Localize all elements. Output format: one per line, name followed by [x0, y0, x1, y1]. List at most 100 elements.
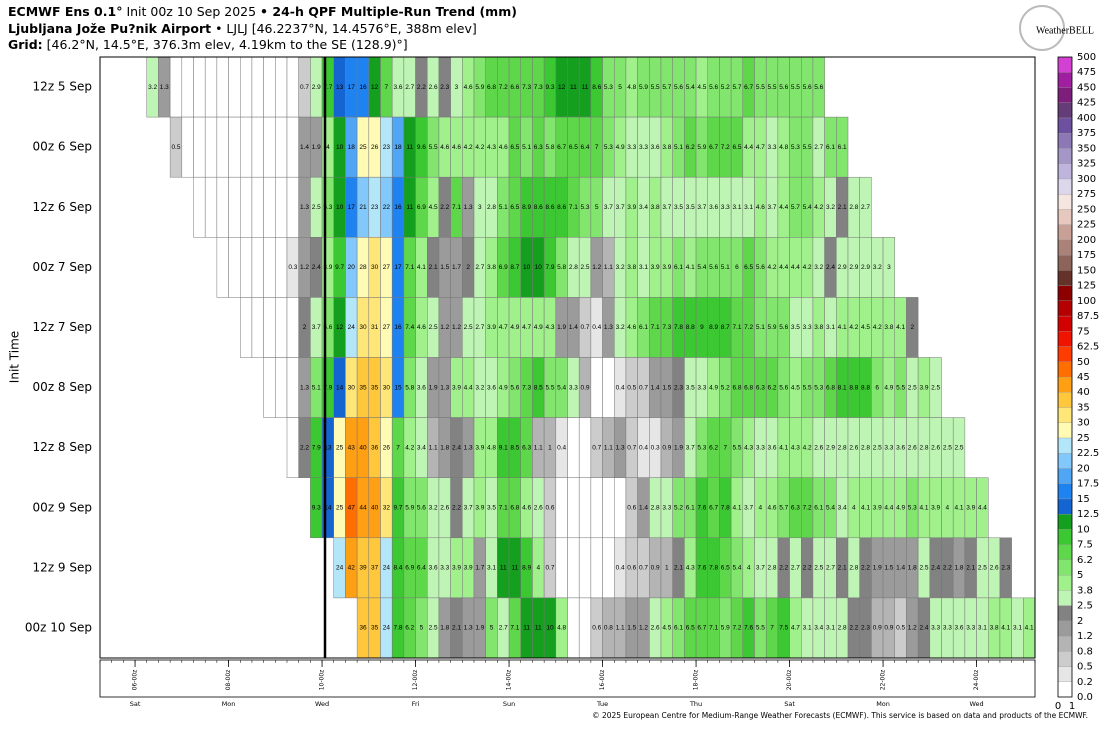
- cell-label: 7: [396, 444, 400, 451]
- cell-label: 3.5: [487, 504, 496, 511]
- cell-label: 4.7: [522, 324, 531, 331]
- cell-label: 4.4: [978, 504, 987, 511]
- cell-label: 11: [406, 144, 413, 151]
- cell-label: 3.5: [791, 324, 800, 331]
- colorbar-label: 35: [1077, 402, 1090, 413]
- cell-label: 10: [336, 204, 344, 211]
- cell: [181, 116, 194, 178]
- cell-label: 4.5: [429, 204, 438, 211]
- colorbar-label: 40: [1077, 387, 1090, 398]
- cell-label: 5.3: [791, 144, 800, 151]
- cell-label: 21: [359, 204, 367, 211]
- cell-label: 6.1: [639, 324, 648, 331]
- cell-label: 4.7: [756, 144, 765, 151]
- colorbar-label: 87.5: [1077, 311, 1099, 322]
- colorbar-label: 475: [1077, 67, 1096, 78]
- cell: [286, 116, 299, 178]
- cell-label: 2: [466, 264, 470, 271]
- cell-label: 5.9: [768, 324, 777, 331]
- cell-label: 2.7: [814, 144, 823, 151]
- cell-label: 3.6: [394, 84, 403, 91]
- colorbar-label: 325: [1077, 159, 1096, 170]
- cell: [578, 597, 592, 659]
- cell-label: 23: [383, 144, 391, 151]
- colorbar-segment: [1057, 681, 1073, 698]
- row-label: 12z 8 Sep: [33, 440, 92, 454]
- cell-label: 3.3: [662, 504, 671, 511]
- cell: [567, 597, 580, 659]
- cell-label: 4.1: [896, 324, 905, 331]
- cell-label: 7.3: [662, 324, 671, 331]
- cell: [251, 176, 264, 238]
- cell-label: 8.7: [510, 264, 519, 271]
- cell-label: 8.9: [709, 324, 718, 331]
- colorbar-segment: [1057, 133, 1073, 149]
- cell-label: 10: [546, 625, 554, 632]
- colorbar-segment: [1057, 559, 1073, 576]
- cell-label: 0.9: [651, 565, 660, 572]
- cell-label: 5.5: [803, 144, 812, 151]
- cell-label: 3.6: [651, 144, 660, 151]
- cell-label: 3.1: [732, 204, 741, 211]
- cell-label: 3.1: [487, 565, 496, 572]
- cell-label: 30: [371, 264, 379, 271]
- cell-label: 3.2: [429, 504, 438, 511]
- colorbar-segment: [1057, 605, 1073, 621]
- cell-label: 6.8: [732, 384, 741, 391]
- cell-label: 6.3: [534, 144, 543, 151]
- row-label: 00z 10 Sep: [25, 620, 92, 634]
- colorbar-segment: [1057, 163, 1073, 180]
- cell-label: 17: [348, 204, 356, 211]
- cell-label: 12: [558, 84, 566, 91]
- cell-label: 5.4: [697, 264, 706, 271]
- colorbar-label: 275: [1077, 189, 1096, 200]
- cell-label: 25: [359, 144, 367, 151]
- cell-label: 11: [523, 625, 530, 632]
- cell-label: 2.7: [861, 204, 870, 211]
- cell-label: 5.7: [791, 204, 800, 211]
- cell-label: 40: [359, 444, 367, 451]
- cell-label: 3.6: [896, 444, 905, 451]
- colorbar-segment: [1057, 254, 1073, 271]
- cell-label: 18: [394, 144, 402, 151]
- row-label: 00z 6 Sep: [33, 140, 92, 154]
- cell-label: 3.3: [966, 625, 975, 632]
- cell-label: 4.6: [452, 144, 461, 151]
- colorbar-label: 3.8: [1077, 585, 1093, 596]
- cell-label: 3.3: [639, 144, 648, 151]
- cell-label: 5.4: [557, 384, 566, 391]
- cell-label: 2.6: [429, 84, 438, 91]
- x-day-label: Tue: [596, 700, 608, 708]
- cell-label: 39: [359, 565, 367, 572]
- cell-label: 7.8: [721, 504, 730, 511]
- cell-label: 47: [348, 504, 356, 511]
- x-day-label: Sat: [130, 700, 141, 708]
- cell-label: 6.7: [557, 144, 566, 151]
- cell-label: 2.1: [838, 565, 847, 572]
- cell-label: 3.7: [744, 504, 753, 511]
- cell-label: 3.7: [697, 204, 706, 211]
- colorbar-segment: [1057, 392, 1073, 408]
- init: Init 00z 10 Sep 2025: [126, 4, 256, 19]
- cell-label: 13: [336, 84, 344, 91]
- cell-label: 6.3: [522, 444, 531, 451]
- x-tick-label: 12-00z: [412, 670, 419, 691]
- cell-label: 4.1: [732, 504, 741, 511]
- cell-label: 4.6: [627, 324, 636, 331]
- cell-label: 4.1: [919, 504, 928, 511]
- cell: [169, 56, 183, 118]
- cell: [181, 56, 194, 118]
- cell-label: 5.4: [732, 565, 741, 572]
- cell-label: 2.3: [1001, 565, 1010, 572]
- cell-label: 4: [946, 504, 950, 511]
- cell-label: 3.9: [651, 264, 660, 271]
- cell-label: 4: [747, 565, 751, 572]
- cell-label: 6.7: [744, 84, 753, 91]
- cell-label: 8.4: [394, 565, 403, 572]
- colorbar-segment: [1057, 468, 1073, 484]
- cell: [590, 357, 603, 418]
- cell-label: 5.5: [545, 384, 554, 391]
- cell-label: 6.8: [487, 84, 496, 91]
- cell-label: 2.5: [312, 204, 321, 211]
- cell: [216, 237, 229, 298]
